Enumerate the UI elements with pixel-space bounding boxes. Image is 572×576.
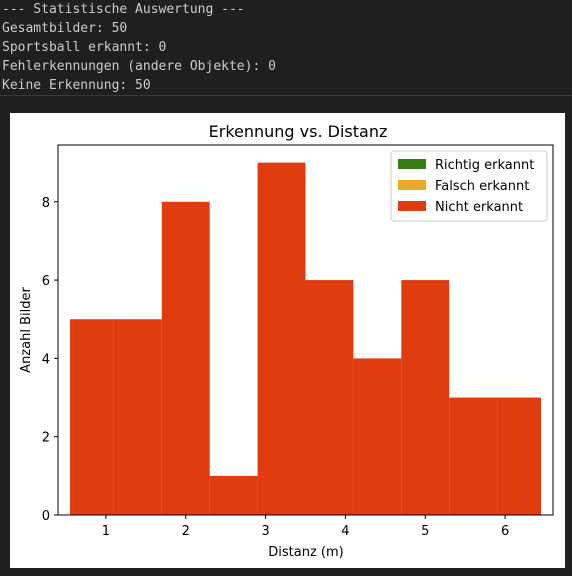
bar-nicht-erkannt — [305, 280, 354, 515]
chart-figure: Erkennung vs. Distanz 1 2 3 4 5 6 0 2 4 6 8 Distan… — [10, 113, 565, 568]
y-tick-label: 4 — [42, 352, 50, 367]
x-tick-label: 1 — [102, 524, 110, 539]
legend-box — [390, 150, 548, 222]
x-tick-label: 5 — [421, 524, 429, 539]
bar-nicht-erkannt — [401, 280, 450, 515]
legend-swatch — [398, 201, 426, 211]
bar-nicht-erkannt — [209, 475, 258, 515]
console-line: Sportsball erkannt: 0 — [2, 40, 167, 55]
bar-nicht-erkannt — [257, 162, 306, 515]
legend-swatch — [398, 159, 426, 169]
legend-label: Nicht erkannt — [435, 200, 523, 215]
console-line: --- Statistische Auswertung --- — [2, 2, 245, 17]
y-tick-label: 6 — [42, 274, 50, 289]
bar-nicht-erkannt — [449, 397, 498, 515]
y-tick-label: 0 — [42, 509, 50, 524]
bar-nicht-erkannt — [69, 319, 114, 515]
bar-nicht-erkannt — [161, 201, 210, 515]
x-tick-label: 3 — [261, 524, 269, 539]
x-axis-label: Distanz (m) — [268, 545, 343, 560]
console-line: Fehlerkennungen (andere Objekte): 0 — [2, 59, 276, 74]
bar-nicht-erkannt — [497, 397, 542, 515]
x-tick-label: 4 — [341, 524, 349, 539]
x-tick-label: 6 — [501, 524, 509, 539]
console-line: Keine Erkennung: 50 — [2, 78, 151, 93]
chart-legend: Richtig erkannt Falsch erkannt Nicht erkan… — [390, 150, 548, 222]
y-tick-label: 2 — [42, 431, 50, 446]
x-tick-label: 2 — [182, 524, 190, 539]
output-divider — [0, 95, 572, 96]
bar-nicht-erkannt — [353, 358, 402, 515]
legend-label: Richtig erkannt — [435, 158, 534, 173]
y-axis-label: Anzahl Bilder — [19, 287, 34, 373]
console-output: --- Statistische Auswertung --- Gesamtbi… — [0, 0, 572, 95]
legend-label: Falsch erkannt — [435, 179, 529, 194]
bar-nicht-erkannt — [113, 319, 162, 515]
legend-swatch — [398, 180, 426, 190]
chart-title: Erkennung vs. Distanz — [209, 122, 388, 141]
plot-frame — [57, 144, 554, 516]
console-line: Gesamtbilder: 50 — [2, 21, 128, 36]
bar-chart: Erkennung vs. Distanz 1 2 3 4 5 6 0 2 4 6 8 Distan… — [19, 122, 554, 560]
y-tick-label: 8 — [42, 196, 50, 211]
